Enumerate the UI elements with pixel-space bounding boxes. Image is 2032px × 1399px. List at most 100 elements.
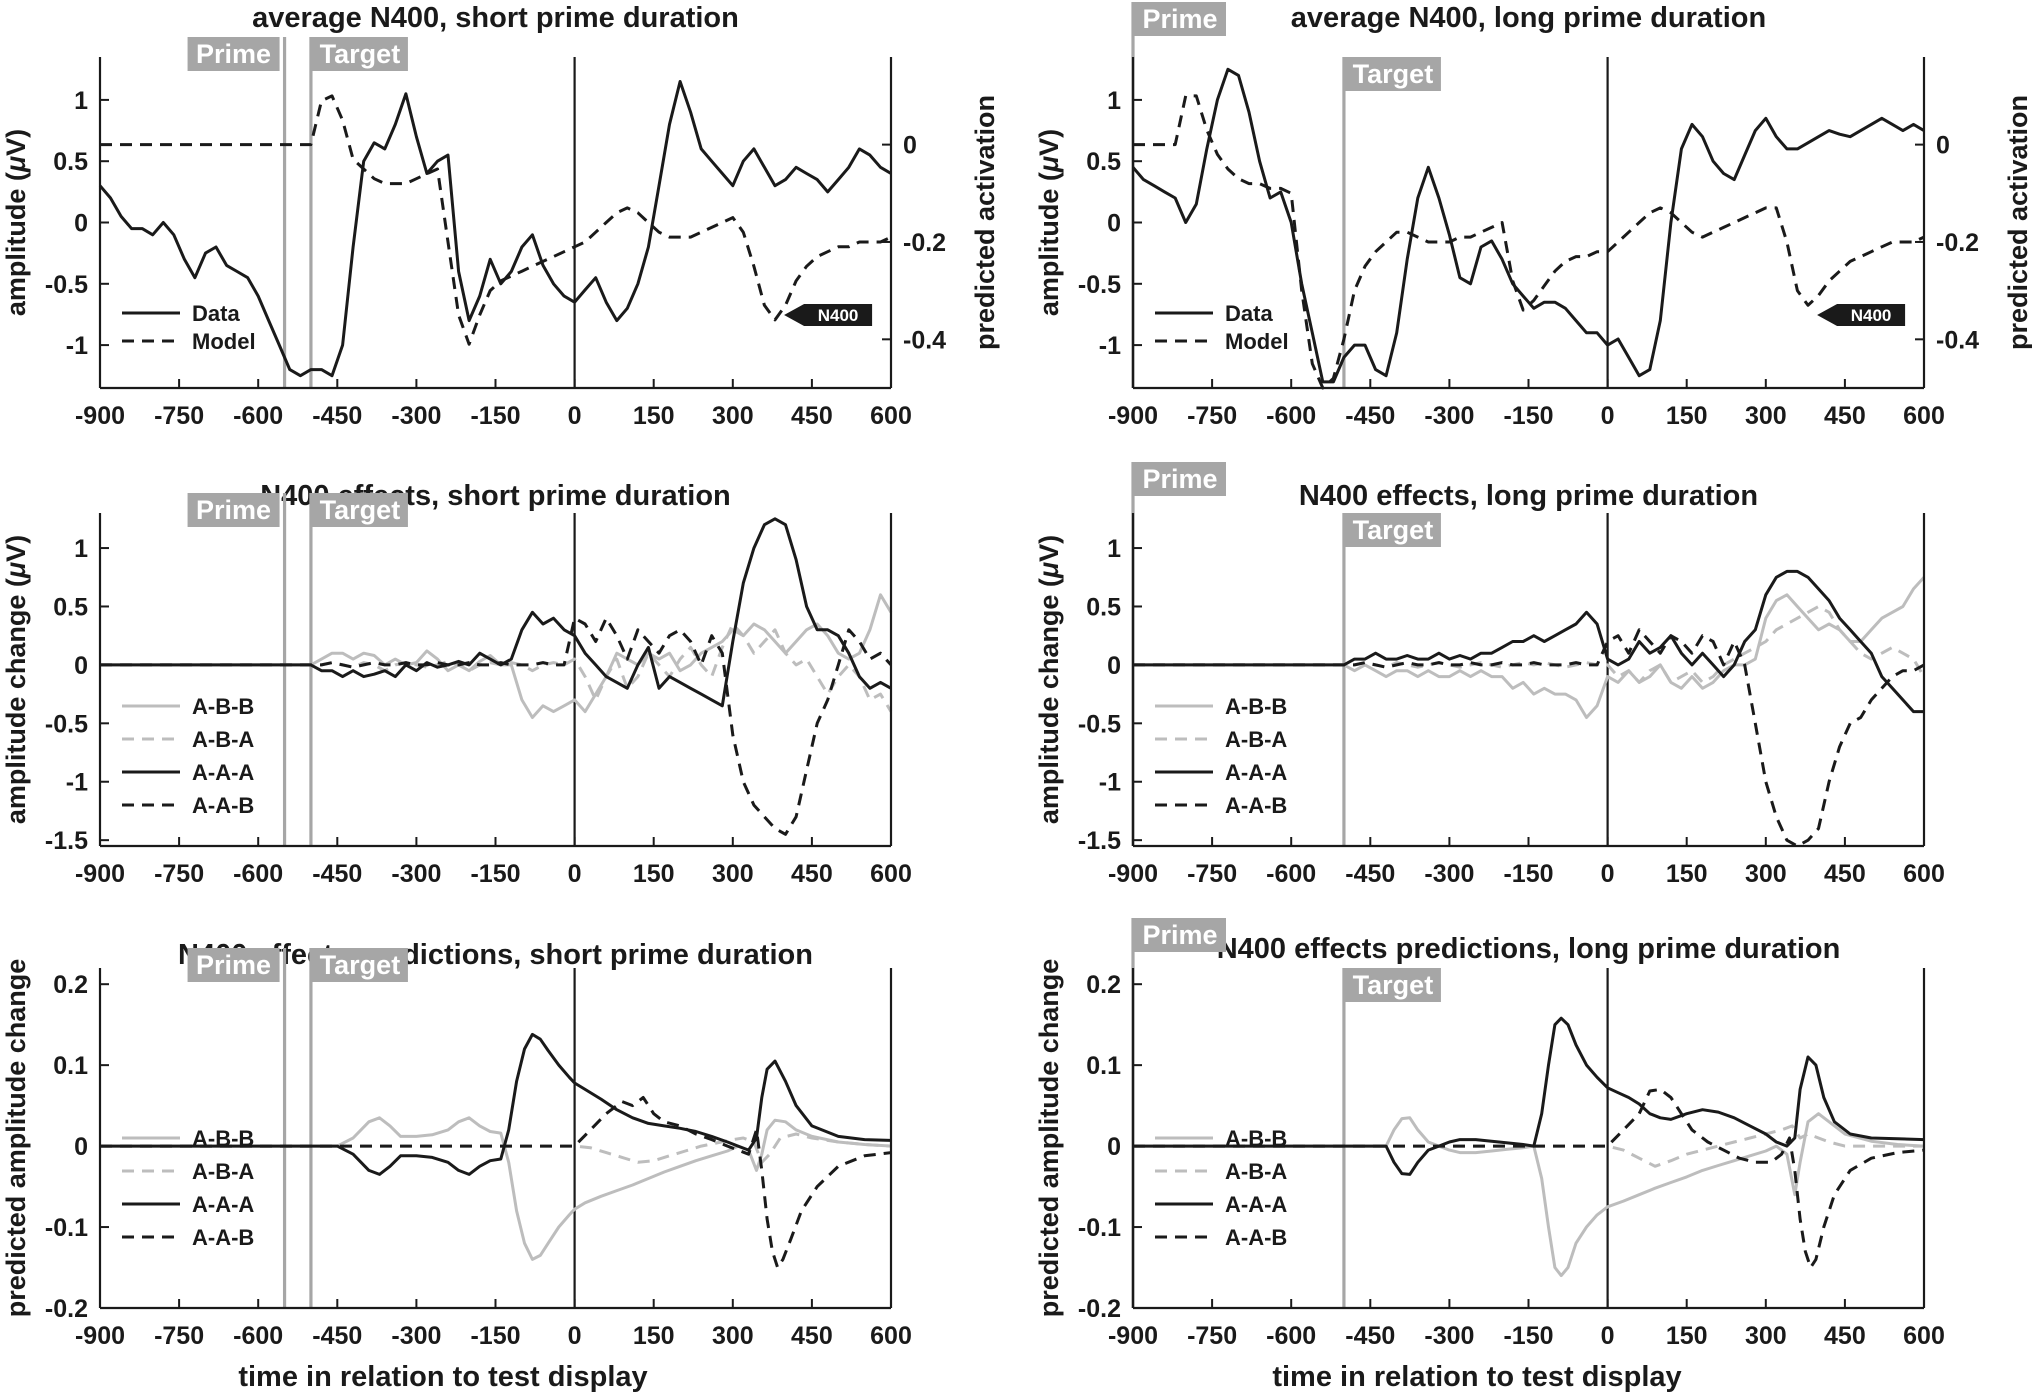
event-label-prime: Prime bbox=[1142, 920, 1217, 950]
x-tick-label: -450 bbox=[312, 402, 362, 430]
y-axis-label: predicted amplitude change bbox=[1, 959, 31, 1318]
x-tick-label: -600 bbox=[233, 860, 283, 888]
y2-tick-label: 0 bbox=[1936, 132, 1950, 160]
y2-tick-label: -0.4 bbox=[1936, 326, 1979, 354]
event-label-prime: Prime bbox=[1142, 4, 1217, 34]
n400-annotation: N400 bbox=[1817, 303, 1906, 326]
y-tick-label: 1 bbox=[74, 535, 88, 563]
x-tick-label: 0 bbox=[568, 402, 582, 430]
event-label-prime: Prime bbox=[1142, 464, 1217, 494]
legend-label: A-A-B bbox=[192, 1225, 254, 1250]
series-data bbox=[98, 80, 892, 378]
y-tick-label: 0 bbox=[1107, 652, 1121, 680]
y-axis-label: amplitude change (μV) bbox=[1034, 535, 1064, 824]
legend-label: A-A-B bbox=[192, 793, 254, 818]
x-tick-label: -600 bbox=[233, 1322, 283, 1350]
series-a-a-b bbox=[100, 1096, 892, 1269]
x-tick-label: -300 bbox=[391, 1322, 441, 1350]
x-tick-label: 600 bbox=[870, 1322, 912, 1350]
y-tick-label: 0.5 bbox=[53, 148, 88, 176]
x-tick-label: -900 bbox=[75, 860, 125, 888]
series-model bbox=[1133, 94, 1925, 390]
x-tick-label: -600 bbox=[1266, 1322, 1316, 1350]
y-tick-label: -0.5 bbox=[45, 710, 88, 738]
event-label-box bbox=[187, 493, 280, 527]
x-tick-label: -300 bbox=[391, 860, 441, 888]
legend-label: A-B-B bbox=[192, 694, 254, 719]
x-tick-label: -750 bbox=[1187, 402, 1237, 430]
series-a-a-b bbox=[1133, 1087, 1925, 1269]
x-tick-label: 0 bbox=[1601, 402, 1615, 430]
x-tick-label: 600 bbox=[870, 402, 912, 430]
legend-label: A-B-A bbox=[192, 1159, 254, 1184]
y-tick-label: -0.5 bbox=[1078, 710, 1121, 738]
y-tick-label: 0 bbox=[74, 210, 88, 238]
x-tick-label: 150 bbox=[1666, 860, 1708, 888]
x-tick-label: -150 bbox=[1503, 402, 1553, 430]
event-label-target: Target bbox=[320, 39, 401, 69]
chart-title: average N400, short prime duration bbox=[252, 2, 739, 34]
event-label-prime: Prime bbox=[196, 950, 271, 980]
legend-label: A-B-A bbox=[1225, 1159, 1287, 1184]
event-label-box bbox=[1344, 968, 1441, 1002]
legend-label: A-A-B bbox=[1225, 793, 1287, 818]
legend-label: Model bbox=[1225, 329, 1289, 354]
event-label-target: Target bbox=[1353, 515, 1434, 545]
event-label-prime: Prime bbox=[196, 495, 271, 525]
n400-arrow bbox=[784, 303, 873, 326]
series-a-b-a bbox=[1133, 1124, 1924, 1168]
y-tick-label: -1.5 bbox=[45, 827, 88, 855]
event-label-target: Target bbox=[1353, 970, 1434, 1000]
x-tick-label: 150 bbox=[633, 402, 675, 430]
event-label-box bbox=[187, 37, 280, 71]
x-tick-label: -300 bbox=[1424, 860, 1474, 888]
chart-p5: N400 effects predictions, short prime du… bbox=[1, 939, 912, 1350]
legend-label: Data bbox=[192, 301, 240, 326]
x-tick-label: -750 bbox=[154, 860, 204, 888]
y-tick-label: 0.1 bbox=[1086, 1052, 1121, 1080]
y-tick-label: 1 bbox=[74, 87, 88, 115]
legend: Data Model bbox=[1155, 301, 1289, 354]
chart-p6: N400 effects predictions, long prime dur… bbox=[1034, 918, 1945, 1350]
x-tick-label: 600 bbox=[1903, 402, 1945, 430]
xlabel-right: time in relation to test display bbox=[1272, 1361, 1681, 1393]
chart-p2: average N400, long prime duration amplitu… bbox=[1034, 2, 2032, 430]
x-tick-label: -750 bbox=[154, 402, 204, 430]
y-tick-label: -0.2 bbox=[1078, 1295, 1121, 1323]
x-tick-label: -900 bbox=[1108, 402, 1158, 430]
x-tick-label: 600 bbox=[870, 860, 912, 888]
x-tick-label: -450 bbox=[1345, 860, 1395, 888]
x-tick-label: -900 bbox=[1108, 860, 1158, 888]
chart-p4: N400 effects, long prime duration amplitu… bbox=[1034, 462, 1945, 888]
y-tick-label: -0.5 bbox=[1078, 271, 1121, 299]
y-tick-label: -0.1 bbox=[45, 1214, 88, 1242]
y2-tick-label: 0 bbox=[903, 132, 917, 160]
legend-label: A-A-A bbox=[192, 1192, 254, 1217]
legend-label: A-A-B bbox=[1225, 1225, 1287, 1250]
x-tick-label: 300 bbox=[1745, 1322, 1787, 1350]
x-tick-label: -150 bbox=[1503, 1322, 1553, 1350]
x-tick-label: 150 bbox=[1666, 1322, 1708, 1350]
legend: A-B-B A-B-A A-A-A A-A-B bbox=[122, 694, 254, 818]
legend-label: A-A-A bbox=[192, 760, 254, 785]
chart-title: average N400, long prime duration bbox=[1291, 2, 1766, 34]
chart-p3: N400 effects, short prime durationamplit… bbox=[1, 480, 912, 888]
x-tick-label: -450 bbox=[312, 1322, 362, 1350]
x-tick-label: 450 bbox=[1824, 1322, 1866, 1350]
y-tick-label: -1 bbox=[66, 332, 88, 360]
legend: Data Model bbox=[122, 301, 256, 354]
x-tick-label: 450 bbox=[1824, 860, 1866, 888]
x-tick-label: -600 bbox=[1266, 402, 1316, 430]
x-tick-label: -300 bbox=[391, 402, 441, 430]
x-tick-label: -600 bbox=[233, 402, 283, 430]
x-tick-label: -150 bbox=[470, 402, 520, 430]
x-tick-label: 450 bbox=[791, 402, 833, 430]
x-tick-label: -750 bbox=[1187, 1322, 1237, 1350]
event-label-box bbox=[1134, 918, 1226, 952]
y-axis-label: predicted amplitude change bbox=[1034, 959, 1064, 1318]
y2-tick-label: -0.2 bbox=[903, 229, 946, 257]
x-tick-label: -150 bbox=[1503, 860, 1553, 888]
legend-label: A-A-A bbox=[1225, 1192, 1287, 1217]
x-tick-label: -750 bbox=[1187, 860, 1237, 888]
y2-axis-label: predicted activation bbox=[970, 95, 1000, 350]
